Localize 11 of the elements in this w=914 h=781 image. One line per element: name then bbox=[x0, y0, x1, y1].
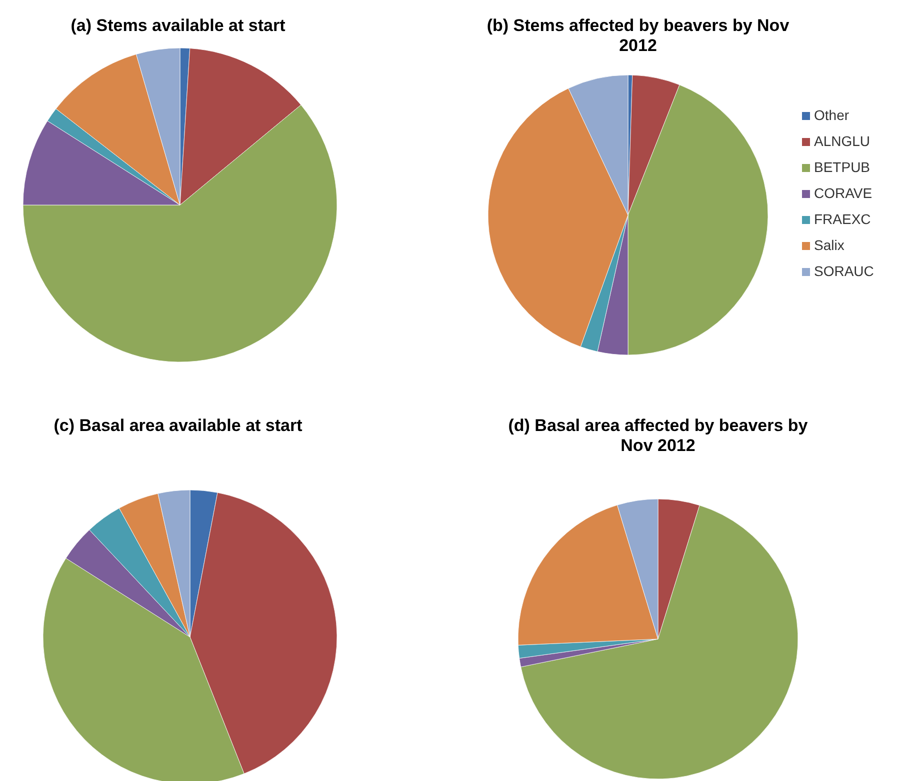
chart-title: (b) Stems affected by beavers by Nov 2012 bbox=[486, 16, 790, 56]
legend-label: SORAUC bbox=[814, 263, 874, 279]
legend-label: Salix bbox=[814, 237, 844, 253]
legend-label: ALNGLU bbox=[814, 133, 870, 149]
legend-label: CORAVE bbox=[814, 185, 872, 201]
chart-title: (a) Stems available at start bbox=[70, 16, 286, 36]
chart-title: (d) Basal area affected by beavers by Nov 2012 bbox=[508, 416, 808, 456]
legend-label: FRAEXC bbox=[814, 211, 871, 227]
legend-label: Other bbox=[814, 107, 850, 123]
legend-label: BETPUB bbox=[814, 159, 870, 175]
chart-title: (c) Basal area available at start bbox=[52, 416, 304, 436]
